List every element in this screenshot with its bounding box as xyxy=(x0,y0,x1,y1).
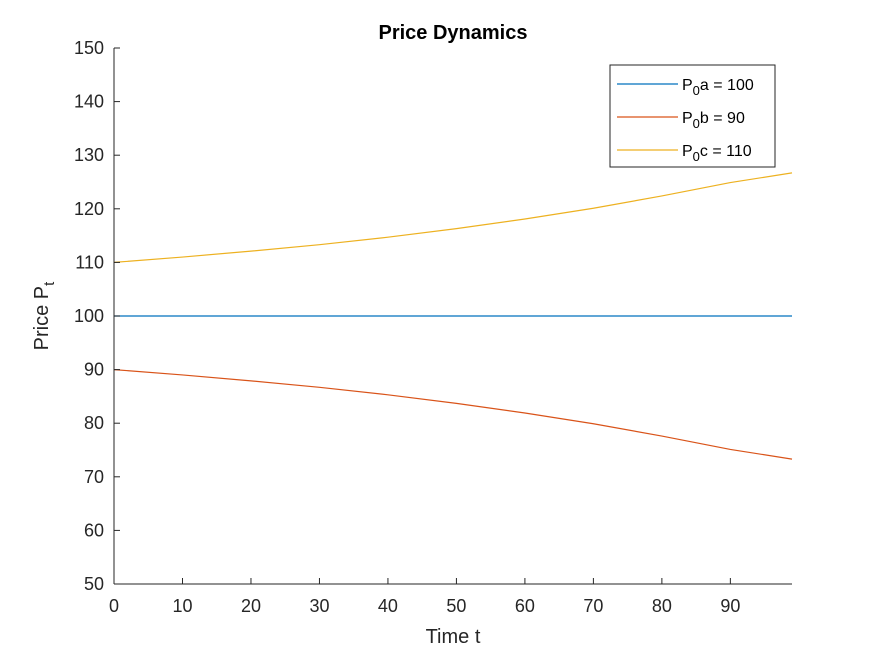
legend-label: P0c = 110 xyxy=(682,143,752,164)
x-tick-label: 40 xyxy=(378,596,398,616)
legend-label-rest: c = 110 xyxy=(700,143,752,160)
x-tick-label: 70 xyxy=(583,596,603,616)
x-tick-label: 50 xyxy=(446,596,466,616)
y-tick-label: 150 xyxy=(74,38,104,58)
legend-label: P0a = 100 xyxy=(682,77,754,98)
y-tick-label: 100 xyxy=(74,306,104,326)
y-tick-label: 130 xyxy=(74,145,104,165)
x-tick-label: 30 xyxy=(309,596,329,616)
y-axis-label-subscript: t xyxy=(41,281,58,286)
series-layer xyxy=(113,172,793,460)
y-tick-label: 110 xyxy=(75,252,104,272)
y-axis-label-main: Price P xyxy=(31,286,53,350)
x-tick-label: 20 xyxy=(241,596,261,616)
x-tick-label: 90 xyxy=(720,596,740,616)
x-axis-label: Time t xyxy=(426,626,481,648)
legend-label-main: P xyxy=(682,77,693,94)
x-tick-label: 10 xyxy=(172,596,192,616)
x-ticks: 0 10 20 30 40 50 60 70 80 90 xyxy=(109,578,740,616)
y-tick-label: 70 xyxy=(84,467,104,487)
y-tick-label: 140 xyxy=(74,92,104,112)
y-tick-label: 50 xyxy=(84,574,104,594)
y-tick-label: 80 xyxy=(84,413,104,433)
legend-label-main: P xyxy=(682,110,693,127)
y-tick-label: 60 xyxy=(84,520,104,540)
legend-label-main: P xyxy=(682,143,693,160)
legend-label-subscript: 0 xyxy=(693,116,700,131)
legend-label-rest: b = 90 xyxy=(700,110,745,127)
y-tick-label: 90 xyxy=(84,360,104,380)
y-tick-label: 120 xyxy=(74,199,104,219)
series-line-2 xyxy=(113,369,793,460)
x-tick-label: 80 xyxy=(652,596,672,616)
chart-title: Price Dynamics xyxy=(379,22,528,44)
legend-label-subscript: 0 xyxy=(693,83,700,98)
legend-label-rest: a = 100 xyxy=(700,77,754,94)
y-axis-label: Price Pt xyxy=(31,281,58,350)
x-tick-label: 60 xyxy=(515,596,535,616)
legend-label: P0b = 90 xyxy=(682,110,745,131)
series-line-3 xyxy=(113,172,793,263)
legend-label-subscript: 0 xyxy=(693,149,700,164)
x-tick-label: 0 xyxy=(109,596,119,616)
y-ticks: 50 60 70 80 90 100 110 120 130 140 150 xyxy=(74,38,120,594)
